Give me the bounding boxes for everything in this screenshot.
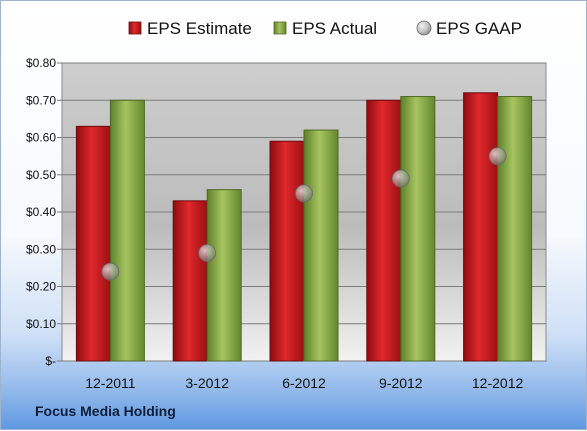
eps-actual-bar bbox=[400, 96, 436, 362]
x-tick-label: 9-2012 bbox=[379, 375, 423, 391]
x-tick-label: 6-2012 bbox=[282, 375, 326, 391]
y-tick-label: $0.40 bbox=[26, 205, 56, 219]
legend-label: EPS GAAP bbox=[436, 19, 522, 38]
eps-actual-bar bbox=[109, 99, 145, 362]
eps-gaap-point bbox=[488, 147, 507, 166]
eps-gaap-point bbox=[391, 169, 410, 188]
eps-gaap-point bbox=[101, 262, 120, 281]
gaap-points bbox=[101, 147, 507, 281]
company-label: Focus Media Holding bbox=[35, 403, 176, 419]
x-axis-ticks: 12-2011 3-2012 6-2012 9-2012 12-2012 bbox=[85, 375, 523, 391]
y-tick-label: $0.70 bbox=[26, 93, 56, 107]
y-tick-label: $0.30 bbox=[26, 242, 56, 256]
y-tick-label: $0.20 bbox=[26, 280, 56, 294]
y-tick-label: $0.10 bbox=[26, 317, 56, 331]
eps-estimate-bar bbox=[463, 92, 499, 362]
y-tick-label: $0.60 bbox=[26, 131, 56, 145]
bars bbox=[75, 92, 533, 362]
legend: EPS Estimate EPS Actual EPS GAAP bbox=[128, 19, 522, 38]
legend-swatch bbox=[416, 20, 432, 36]
x-tick-label: 3-2012 bbox=[185, 375, 229, 391]
eps-estimate-bar bbox=[269, 140, 305, 362]
legend-label: EPS Actual bbox=[292, 19, 377, 38]
eps-estimate-bar bbox=[366, 99, 402, 362]
eps-estimate-bar bbox=[172, 200, 208, 362]
eps-gaap-point bbox=[198, 244, 217, 262]
legend-swatch bbox=[273, 21, 287, 35]
x-tick-label: 12-2012 bbox=[472, 375, 524, 391]
y-tick-label: $0.80 bbox=[26, 56, 56, 70]
eps-gaap-point bbox=[295, 184, 313, 203]
y-tick-label: $0.50 bbox=[26, 168, 56, 182]
eps-actual-bar bbox=[303, 129, 339, 362]
y-tick-label: $- bbox=[45, 354, 56, 368]
eps-actual-bar bbox=[206, 189, 242, 362]
legend-swatch bbox=[128, 21, 142, 35]
x-tick-label: 12-2011 bbox=[85, 375, 136, 391]
y-axis-ticks: $- $0.10 $0.20 $0.30 $0.40 $0.50 $0.60 $0.70 $0.… bbox=[26, 56, 56, 368]
eps-estimate-bar bbox=[75, 125, 111, 362]
legend-label: EPS Estimate bbox=[147, 19, 252, 38]
eps-actual-bar bbox=[497, 96, 533, 362]
